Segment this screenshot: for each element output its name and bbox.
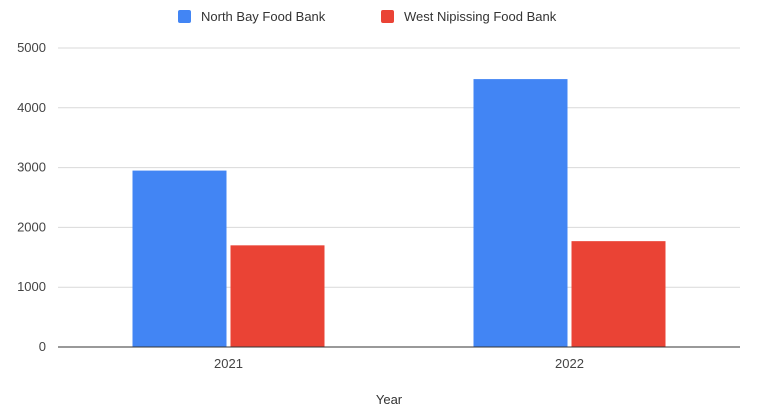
y-tick-label: 1000 — [17, 279, 46, 294]
legend-swatch — [381, 10, 394, 23]
bar-north-bay-food-bank-2022[interactable] — [473, 79, 568, 347]
legend-swatch — [178, 10, 191, 23]
bar-north-bay-food-bank-2021[interactable] — [132, 170, 227, 347]
bar-west-nipissing-food-bank-2021[interactable] — [230, 245, 325, 347]
bar-west-nipissing-food-bank-2022[interactable] — [571, 241, 666, 347]
legend-label: North Bay Food Bank — [201, 9, 326, 24]
legend-item-north-bay-food-bank[interactable]: North Bay Food Bank — [178, 9, 326, 24]
x-tick-label: 2021 — [214, 356, 243, 371]
y-tick-label: 4000 — [17, 100, 46, 115]
bars — [132, 79, 666, 347]
y-tick-label: 3000 — [17, 160, 46, 175]
y-axis-ticks: 0 1000 2000 3000 4000 5000 — [17, 40, 46, 354]
y-tick-label: 5000 — [17, 40, 46, 55]
legend-item-west-nipissing-food-bank[interactable]: West Nipissing Food Bank — [381, 9, 557, 24]
x-tick-label: 2022 — [555, 356, 584, 371]
y-tick-label: 0 — [39, 339, 46, 354]
legend-label: West Nipissing Food Bank — [404, 9, 557, 24]
x-axis-title: Year — [376, 392, 403, 407]
y-tick-label: 2000 — [17, 219, 46, 234]
x-axis-ticks: 2021 2022 — [214, 356, 584, 371]
legend[interactable]: North Bay Food Bank West Nipissing Food B… — [178, 9, 557, 24]
